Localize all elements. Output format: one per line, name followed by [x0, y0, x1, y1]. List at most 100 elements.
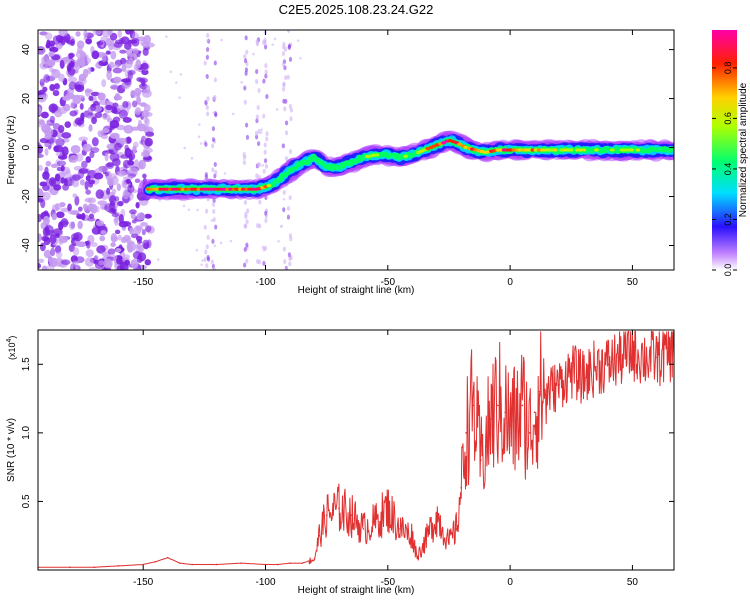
noise-dot: [259, 131, 263, 134]
noise-speckle: [90, 147, 100, 153]
snr-point: [399, 528, 401, 530]
noise-stripe: [214, 224, 218, 230]
snr-point: [166, 556, 169, 559]
noise-stripe: [203, 257, 207, 263]
noise-speckle: [39, 242, 46, 252]
noise-speckle: [74, 195, 80, 206]
noise-stripe: [265, 136, 269, 142]
noise-speckle: [68, 53, 74, 60]
noise-stripe: [257, 88, 261, 94]
snr-y-multiplier: (x104): [6, 336, 17, 360]
noise-stripe: [206, 234, 210, 240]
noise-speckle: [117, 137, 126, 144]
snr-point: [489, 418, 492, 420]
noise-stripe: [263, 149, 267, 155]
noise-stripe: [256, 222, 260, 228]
noise-speckle: [111, 212, 120, 218]
noise-speckle: [120, 237, 128, 244]
snr-point: [533, 411, 536, 414]
snr-point: [142, 563, 144, 566]
spectrogram-x-label: Height of straight line (km): [298, 285, 415, 296]
snr-point: [509, 425, 511, 427]
snr-panel: -150 -100 -50 0 50 0.5 1.0 1.5 Height of strai…: [6, 329, 675, 596]
spectrogram-noise-layer: [38, 30, 302, 270]
noise-speckle: [105, 104, 113, 111]
noise-speckle: [135, 59, 142, 69]
y-tick-label: 40: [21, 44, 32, 56]
noise-stripe: [281, 143, 285, 149]
noise-speckle: [49, 234, 57, 244]
noise-speckle: [129, 209, 137, 215]
noise-stripe: [206, 111, 210, 117]
x-tick-label: 0: [507, 577, 513, 588]
noise-stripe: [206, 33, 210, 39]
noise-speckle: [47, 58, 56, 68]
snr-point: [504, 411, 507, 414]
noise-dot: [299, 56, 302, 60]
snr-point: [240, 562, 242, 564]
noise-speckle: [113, 217, 119, 224]
noise-stripe: [245, 49, 249, 55]
snr-y-label: SNR (10 * v/v): [6, 418, 17, 482]
noise-speckle: [51, 69, 61, 79]
noise-speckle: [127, 70, 133, 81]
noise-stripe: [262, 113, 266, 119]
noise-stripe: [213, 77, 217, 83]
noise-dot: [201, 259, 204, 262]
noise-stripe: [288, 56, 293, 62]
snr-point: [619, 356, 621, 359]
snr-point: [455, 528, 458, 530]
snr-point: [179, 562, 181, 564]
noise-speckle: [103, 258, 113, 269]
noise-stripe: [288, 149, 293, 155]
spectrogram-y-axis: -40 -20 0 20 40: [21, 44, 674, 253]
noise-speckle: [74, 84, 85, 93]
noise-speckle: [72, 247, 80, 256]
noise-speckle: [79, 179, 85, 186]
noise-speckle: [41, 265, 48, 270]
noise-speckle: [58, 106, 68, 114]
noise-speckle: [69, 110, 78, 117]
snr-point: [362, 528, 365, 530]
ridge-peak: [635, 148, 641, 152]
noise-stripe: [203, 224, 207, 230]
snr-line: [38, 330, 674, 568]
noise-dot: [182, 204, 186, 208]
noise-speckle: [112, 67, 123, 74]
x-tick-label: -50: [381, 577, 396, 588]
noise-stripe: [212, 96, 216, 102]
noise-speckle: [88, 213, 95, 219]
ridge-peak: [266, 183, 272, 188]
noise-stripe: [212, 208, 216, 214]
noise-stripe: [287, 30, 291, 33]
noise-stripe: [206, 96, 210, 102]
noise-stripe: [289, 236, 293, 242]
noise-speckle: [44, 148, 49, 156]
snr-y-multiplier-base: (x10: [7, 342, 17, 360]
noise-stripe: [255, 79, 259, 85]
noise-speckle: [99, 235, 106, 242]
noise-dot: [195, 248, 199, 252]
noise-stripe: [283, 106, 287, 112]
noise-speckle: [118, 37, 125, 45]
noise-speckle: [124, 42, 132, 50]
colorbar: 0.0 0.2 0.4 0.6 0.8 Normalized spectral ampl…: [712, 30, 749, 276]
noise-speckle: [86, 217, 96, 222]
noise-stripe: [284, 75, 288, 81]
noise-speckle: [144, 117, 150, 127]
noise-speckle: [38, 153, 44, 159]
noise-stripe: [254, 134, 259, 140]
noise-speckle: [67, 76, 78, 83]
noise-speckle: [44, 166, 49, 176]
noise-speckle: [41, 235, 49, 242]
snr-point: [117, 565, 120, 567]
noise-speckle: [102, 114, 111, 120]
noise-speckle: [79, 103, 84, 110]
noise-speckle: [42, 92, 49, 100]
snr-point: [416, 555, 418, 558]
noise-speckle: [85, 38, 93, 45]
noise-speckle: [116, 264, 125, 270]
ridge-peak: [594, 148, 599, 152]
noise-speckle: [82, 143, 93, 152]
x-tick-label: -100: [255, 277, 275, 288]
